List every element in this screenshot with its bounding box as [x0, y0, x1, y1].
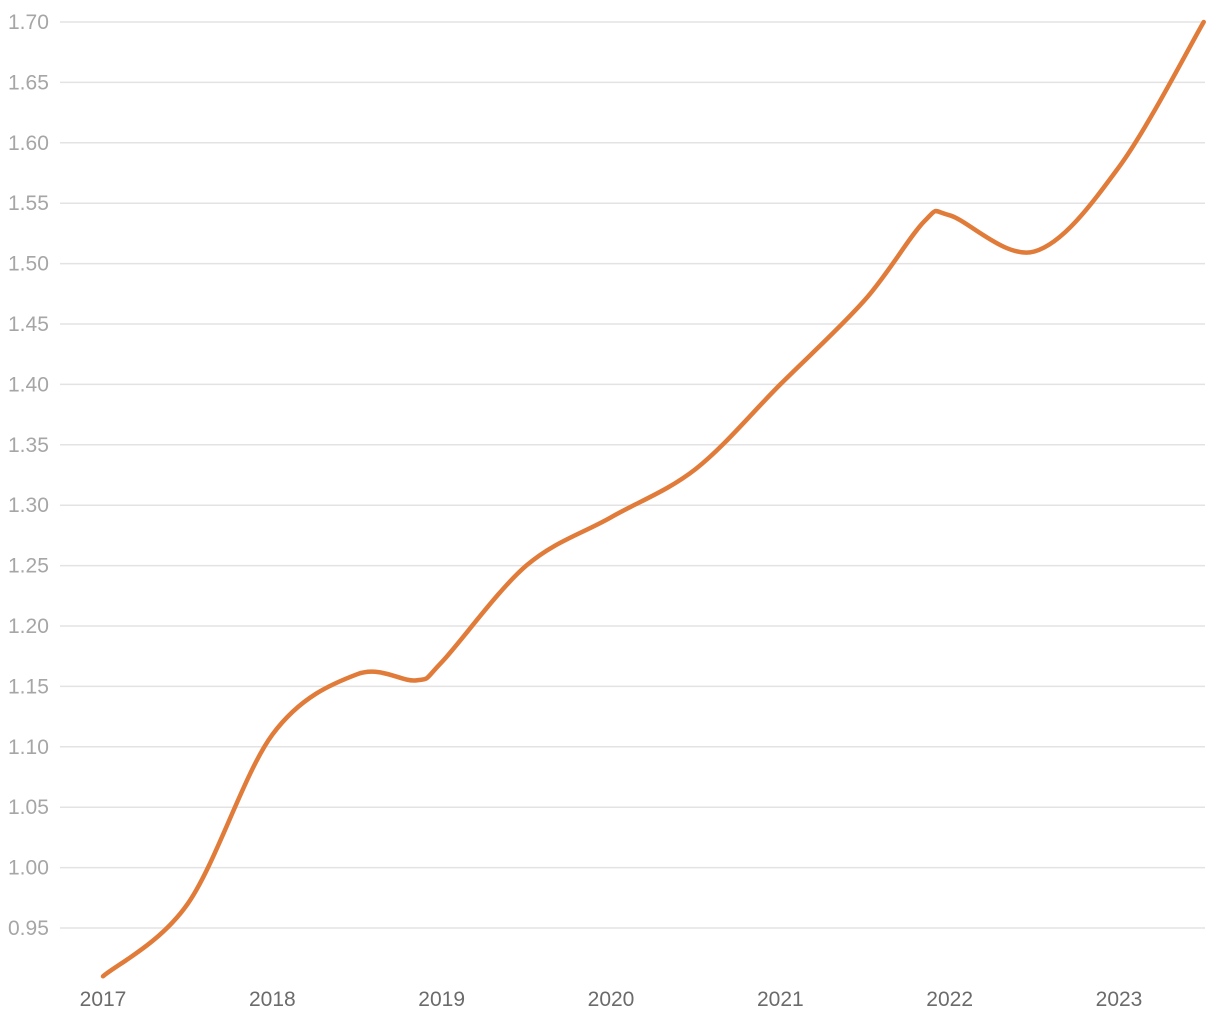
x-axis-ticks: 2017 2018 2019 2020 2021 2022 2023 [80, 988, 1143, 1011]
x-tick-label: 2018 [249, 988, 296, 1011]
y-tick-label: 1.00 [8, 857, 49, 880]
y-tick-label: 0.95 [8, 917, 49, 940]
y-tick-label: 1.10 [8, 736, 49, 759]
x-tick-label: 2023 [1096, 988, 1143, 1011]
y-tick-label: 1.55 [8, 192, 49, 215]
y-tick-label: 1.45 [8, 313, 49, 336]
y-tick-label: 1.50 [8, 253, 49, 276]
x-tick-label: 2021 [757, 988, 804, 1011]
y-tick-label: 1.30 [8, 494, 49, 517]
series-line-0 [100, 19, 1206, 979]
y-tick-label: 1.35 [8, 434, 49, 457]
x-tick-label: 2017 [80, 988, 127, 1011]
y-tick-label: 1.70 [8, 11, 49, 34]
y-axis-ticks: 0.95 1.00 1.05 1.10 1.15 1.20 1.25 1.30 1.35 1.40… [8, 11, 49, 940]
x-tick-label: 2020 [588, 988, 635, 1011]
y-tick-label: 1.15 [8, 675, 49, 698]
x-tick-label: 2019 [418, 988, 465, 1011]
series-group [100, 19, 1206, 979]
y-tick-label: 1.65 [8, 71, 49, 94]
x-tick-label: 2022 [926, 988, 973, 1011]
y-tick-label: 1.05 [8, 796, 49, 819]
y-gridlines [60, 21, 1205, 929]
y-tick-label: 1.60 [8, 132, 49, 155]
y-tick-label: 1.40 [8, 373, 49, 396]
y-tick-label: 1.25 [8, 555, 49, 578]
y-tick-label: 1.20 [8, 615, 49, 638]
